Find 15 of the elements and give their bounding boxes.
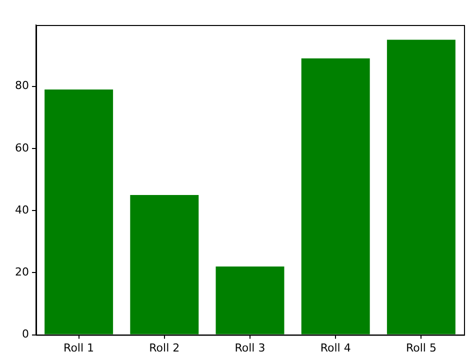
x-tick-label: Roll 5 [406,341,436,354]
bar [386,40,456,334]
y-tick-label: 40 [15,203,29,216]
x-tick-label: Roll 1 [64,341,94,354]
bar [44,89,114,334]
y-tick-label: 0 [22,328,29,341]
x-tick-label: Roll 3 [234,341,266,354]
bar [301,58,370,334]
x-tick-label: Roll 4 [320,341,351,354]
y-tick-label: 80 [15,79,29,92]
bar [216,266,284,334]
x-tick-label: Roll 2 [149,341,180,354]
bar [130,195,199,334]
y-tick-label: 60 [15,141,29,154]
y-tick-label: 20 [15,266,29,279]
